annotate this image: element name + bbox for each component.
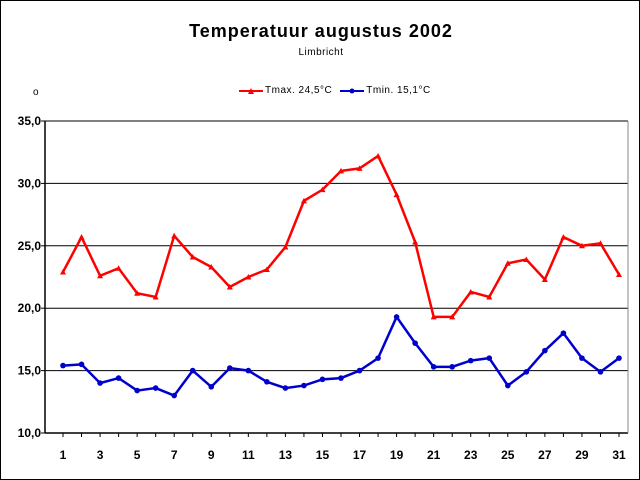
- data-point-tmin: [152, 385, 159, 391]
- legend-swatch-tmax: [239, 87, 263, 94]
- data-point-tmin: [616, 355, 622, 361]
- data-point-tmin: [115, 375, 122, 381]
- legend-item-tmin: Tmin. 15,1°C: [340, 85, 430, 96]
- data-point-tmax: [60, 269, 66, 275]
- data-point-tmax: [263, 266, 270, 273]
- chart-subtitle: Limbricht: [298, 47, 344, 58]
- x-tick-label: 17: [353, 448, 367, 462]
- data-point-tmax: [430, 313, 437, 320]
- x-tick-label: 21: [427, 448, 441, 462]
- data-point-tmin: [189, 367, 196, 374]
- data-point-tmin: [301, 382, 307, 389]
- x-tick-label: 15: [316, 448, 330, 462]
- x-tick-label: 25: [501, 448, 515, 462]
- x-tick-label: 31: [612, 448, 626, 462]
- data-point-tmin: [393, 314, 400, 320]
- y-tick-label: 15,0: [18, 364, 42, 378]
- legend-label-tmax: Tmax. 24,5°C: [265, 85, 333, 96]
- x-tick-label: 7: [171, 448, 178, 462]
- data-point-tmax: [504, 260, 511, 266]
- data-point-tmax: [467, 288, 474, 295]
- data-point-tmax: [523, 256, 530, 263]
- legend-label-tmin: Tmin. 15,1°C: [366, 85, 431, 96]
- series-line-tmin: [62, 314, 620, 398]
- data-point-tmax: [560, 234, 567, 240]
- data-point-tmax: [375, 152, 382, 159]
- data-point-tmin: [449, 364, 456, 370]
- data-point-tmax: [486, 293, 493, 300]
- data-point-tmin: [486, 355, 493, 361]
- x-tick-label: 19: [390, 448, 404, 462]
- data-point-tmax: [578, 242, 585, 249]
- y-tick-label: 30,0: [18, 176, 42, 190]
- data-point-tmin: [356, 367, 363, 374]
- y-tick-label: 25,0: [18, 239, 42, 253]
- data-point-tmin: [560, 330, 567, 336]
- data-point-tmax: [282, 244, 289, 250]
- data-point-tmax: [171, 232, 178, 239]
- data-point-tmax: [393, 191, 400, 198]
- data-point-tmin: [430, 364, 437, 370]
- legend: Tmax. 24,5°C Tmin. 15,1°C: [239, 85, 431, 96]
- data-point-tmin: [542, 347, 548, 354]
- data-point-tmax: [356, 165, 363, 171]
- data-point-tmax: [449, 313, 456, 320]
- legend-swatch-tmin: [340, 88, 365, 93]
- y-tick-label: 10,0: [18, 426, 42, 440]
- data-point-tmax: [319, 186, 326, 193]
- data-point-tmin: [597, 369, 604, 375]
- data-point-tmax: [245, 274, 252, 280]
- y-tick-label: 35,0: [18, 114, 42, 128]
- data-point-tmin: [264, 379, 270, 385]
- data-point-tmax: [226, 283, 233, 290]
- x-tick-label: 29: [575, 448, 589, 462]
- data-point-tmin: [467, 357, 474, 364]
- legend-item-tmax: Tmax. 24,5°C: [239, 85, 332, 96]
- data-point-tmin: [60, 362, 66, 369]
- x-tick-label: 9: [208, 448, 215, 462]
- data-point-tmax: [597, 240, 604, 246]
- data-point-tmax: [300, 197, 307, 204]
- data-point-tmax: [115, 265, 122, 271]
- x-tick-label: 13: [279, 448, 293, 462]
- data-point-tmin: [208, 384, 215, 390]
- data-point-tmax: [78, 234, 85, 240]
- data-point-tmin: [282, 385, 289, 391]
- data-point-tmin: [171, 392, 177, 399]
- x-tick-label: 11: [242, 448, 255, 462]
- data-point-tmax: [189, 254, 196, 260]
- y-tick-label: 20,0: [18, 301, 42, 315]
- data-point-tmin: [245, 367, 252, 374]
- chart-title: Temperatuur augustus 2002: [189, 21, 453, 41]
- x-tick-label: 27: [538, 448, 552, 462]
- x-tick-label: 5: [134, 448, 141, 462]
- series-line-tmax: [61, 154, 621, 319]
- data-point-tmin: [97, 380, 103, 386]
- data-point-tmin: [134, 387, 140, 394]
- data-point-tmin: [505, 382, 511, 389]
- data-point-tmin: [319, 376, 326, 383]
- x-tick-label: 1: [60, 448, 67, 462]
- data-point-tmin: [375, 355, 381, 361]
- data-point-tmax: [541, 276, 548, 282]
- data-point-tmax: [616, 271, 622, 278]
- data-point-tmin: [78, 361, 85, 368]
- data-point-tmin: [412, 340, 418, 346]
- data-point-tmin: [227, 365, 233, 371]
- data-point-tmin: [579, 355, 585, 361]
- data-point-tmax: [412, 239, 419, 245]
- data-point-tmax: [338, 167, 344, 174]
- x-tick-label: 23: [464, 448, 478, 462]
- data-point-tmax: [134, 290, 141, 296]
- data-point-tmin: [338, 375, 344, 381]
- data-point-tmax: [208, 264, 215, 270]
- y-axis-unit: o: [33, 87, 39, 98]
- data-point-tmax: [152, 293, 159, 300]
- x-tick-label: 3: [97, 448, 104, 462]
- data-point-tmax: [97, 272, 104, 279]
- data-point-tmin: [523, 369, 530, 375]
